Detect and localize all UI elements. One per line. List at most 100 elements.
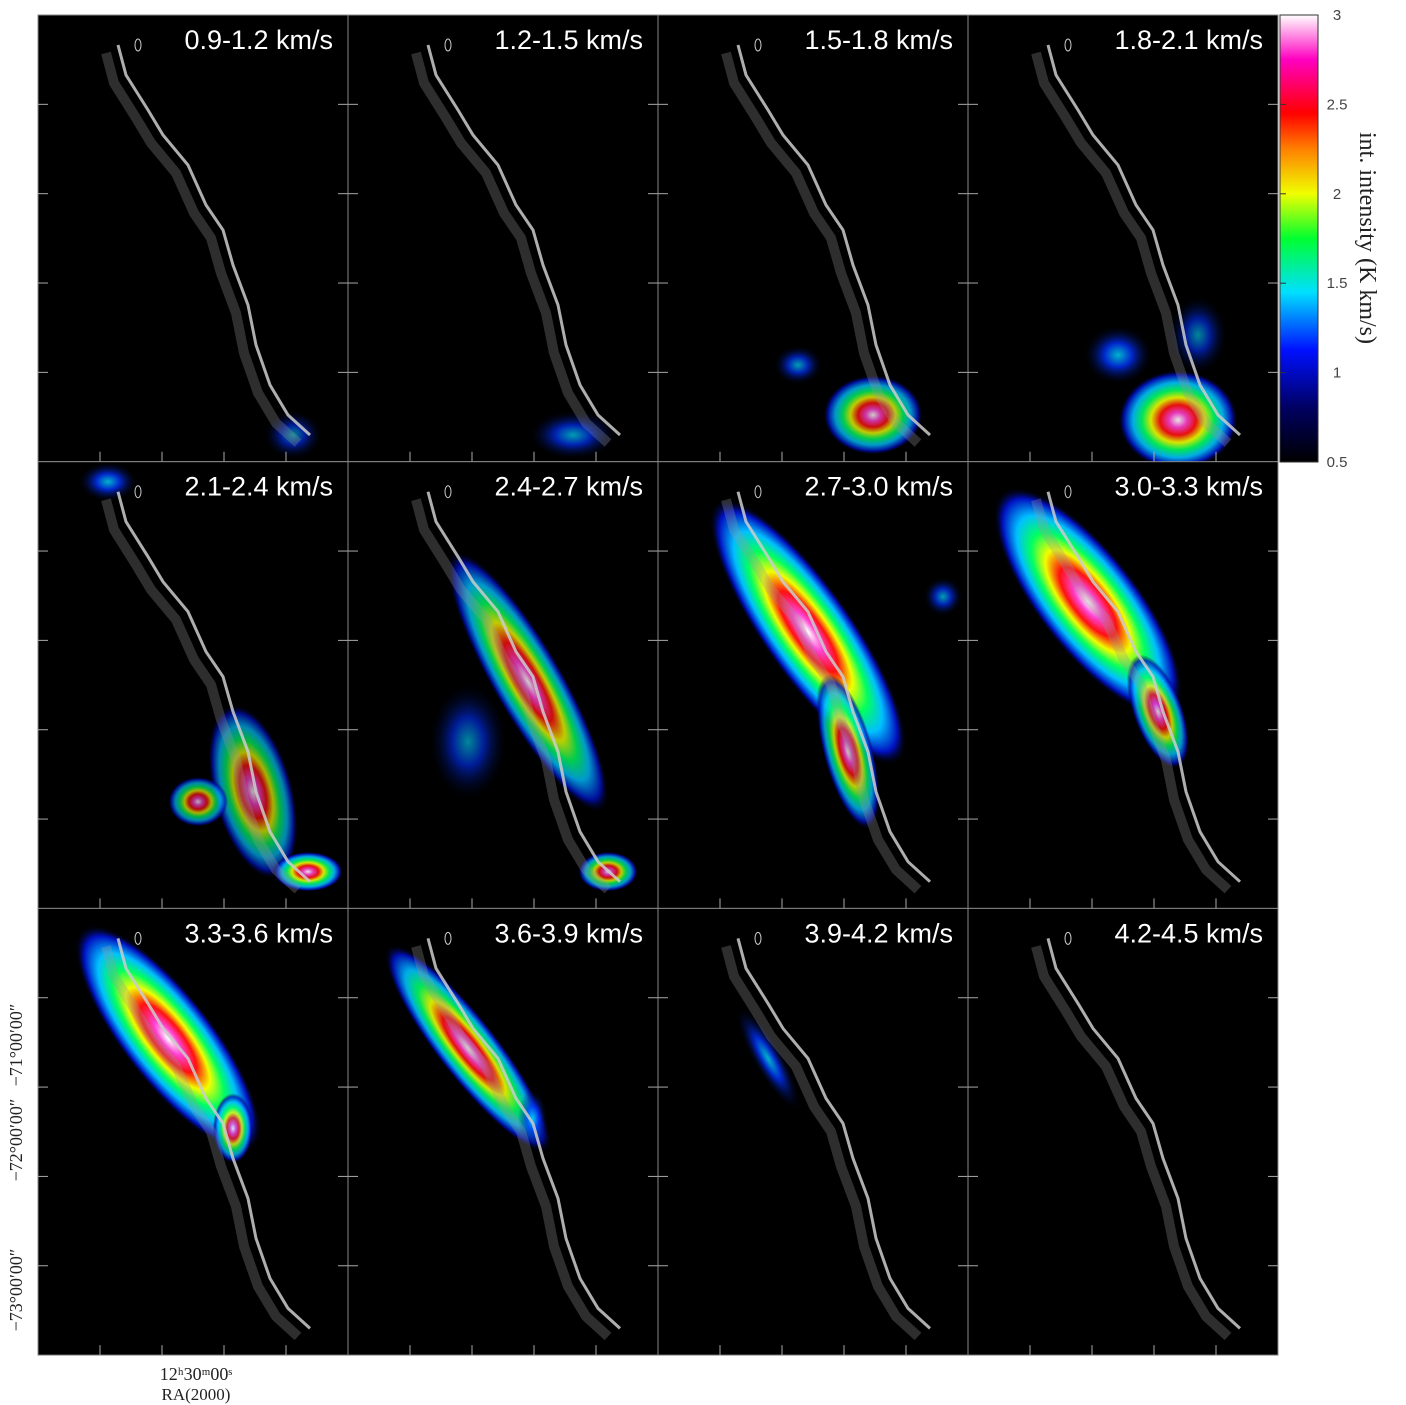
panel-map xyxy=(37,461,349,909)
panel-label: 0.9-1.2 km/s xyxy=(184,25,333,55)
panel-map xyxy=(347,14,659,463)
emission xyxy=(78,461,138,502)
emission xyxy=(1168,295,1228,375)
emission xyxy=(735,1005,801,1111)
colorbar-tick-label: 0.5 xyxy=(1327,454,1348,471)
beam xyxy=(134,38,142,52)
colorbar-label: int. intensity (K km/s) xyxy=(1354,132,1380,344)
emission xyxy=(428,681,508,802)
filament-contour xyxy=(721,945,922,1341)
panel: 3.6-3.9 km/s xyxy=(347,907,659,1356)
filament-contour xyxy=(721,51,922,447)
colorbar-tick-label: 2 xyxy=(1333,186,1341,203)
panel-label: 3.3-3.6 km/s xyxy=(184,918,333,948)
panel-label: 2.1-2.4 km/s xyxy=(184,472,333,502)
panel: 4.2-4.5 km/s xyxy=(967,907,1279,1356)
panel: 3.0-3.3 km/s xyxy=(967,461,1279,909)
beam xyxy=(1064,931,1072,945)
beam xyxy=(754,931,762,945)
y-tick-label: −73°00′00″ xyxy=(6,1249,26,1332)
filament-contour xyxy=(721,498,922,894)
beam xyxy=(444,485,452,499)
filament-contour xyxy=(1046,44,1242,437)
panel-label: 2.7-3.0 km/s xyxy=(804,472,953,502)
panel-map xyxy=(967,907,1279,1356)
filament-contour xyxy=(411,498,612,894)
filament-contour xyxy=(411,945,612,1341)
colorbar xyxy=(1279,14,1319,463)
panel-label: 3.6-3.9 km/s xyxy=(494,918,643,948)
beam xyxy=(754,38,762,52)
filament-contour xyxy=(116,491,312,883)
panel-label: 1.2-1.5 km/s xyxy=(494,25,643,55)
filament-contour xyxy=(736,44,932,437)
y-tick-label: −71°00′00″ xyxy=(6,1004,26,1087)
emission xyxy=(1083,325,1153,385)
panel-map xyxy=(657,14,969,463)
panel: 1.8-2.1 km/s xyxy=(967,14,1279,470)
colorbar-tick-label: 1.5 xyxy=(1327,275,1348,292)
panel-map xyxy=(657,907,969,1356)
emission xyxy=(74,924,262,1153)
emission xyxy=(447,550,609,813)
filament-contour xyxy=(736,491,932,883)
beam xyxy=(134,485,142,499)
panel-map xyxy=(37,14,349,463)
emission xyxy=(213,1093,253,1164)
colorbar-tick-label: 2.5 xyxy=(1327,96,1348,113)
panel-label: 2.4-2.7 km/s xyxy=(494,472,643,502)
filament-contour xyxy=(1031,945,1232,1341)
filament-contour xyxy=(736,938,932,1330)
filament-contour xyxy=(411,51,612,447)
filament-contour xyxy=(1031,498,1232,894)
emission xyxy=(384,944,552,1153)
y-tick-label: −72°00′00″ xyxy=(6,1099,26,1182)
emission xyxy=(518,1088,548,1149)
beam xyxy=(1064,485,1072,499)
beam xyxy=(134,931,142,945)
panel: 1.5-1.8 km/s xyxy=(657,14,969,463)
colorbar-tick-label: 3 xyxy=(1333,7,1341,24)
x-axis-label: RA(2000) xyxy=(162,1385,231,1404)
emission xyxy=(773,345,823,385)
emission xyxy=(168,776,228,827)
filament-contour xyxy=(1046,491,1242,883)
x-tick-label: 12ʰ30ᵐ00ˢ xyxy=(160,1364,233,1384)
emission xyxy=(263,410,323,460)
filament-contour xyxy=(116,938,312,1330)
panel-map xyxy=(967,14,1279,463)
emission xyxy=(528,410,618,460)
emission xyxy=(709,498,907,766)
emission xyxy=(1118,370,1238,470)
filament-contour xyxy=(426,491,622,883)
filament-contour xyxy=(101,945,302,1341)
filament-contour xyxy=(101,51,302,447)
emission xyxy=(207,704,299,880)
beam xyxy=(1064,38,1072,52)
colorbar-tick-label: 1 xyxy=(1333,365,1341,382)
panel-label: 1.8-2.1 km/s xyxy=(1114,25,1263,55)
emission xyxy=(923,576,963,617)
emission xyxy=(823,375,923,455)
filament-contour xyxy=(426,44,622,437)
panel: 2.7-3.0 km/s xyxy=(657,461,969,909)
beam xyxy=(444,38,452,52)
panel: 3.3-3.6 km/s xyxy=(37,907,349,1356)
filament-contour xyxy=(426,938,622,1330)
panel: 0.9-1.2 km/s xyxy=(37,14,349,463)
emission xyxy=(273,851,343,892)
panel-label: 4.2-4.5 km/s xyxy=(1114,918,1263,948)
panel-label: 3.9-4.2 km/s xyxy=(804,918,953,948)
panel: 1.2-1.5 km/s xyxy=(347,14,659,463)
filament-contour xyxy=(1031,51,1232,447)
filament-contour xyxy=(116,44,312,437)
panel-label: 1.5-1.8 km/s xyxy=(804,25,953,55)
panel-label: 3.0-3.3 km/s xyxy=(1114,472,1263,502)
filament-contour xyxy=(1046,938,1242,1330)
filament-contour xyxy=(101,498,302,894)
emission xyxy=(816,674,880,830)
panel: 2.4-2.7 km/s xyxy=(347,461,659,909)
beam xyxy=(754,485,762,499)
beam xyxy=(444,931,452,945)
